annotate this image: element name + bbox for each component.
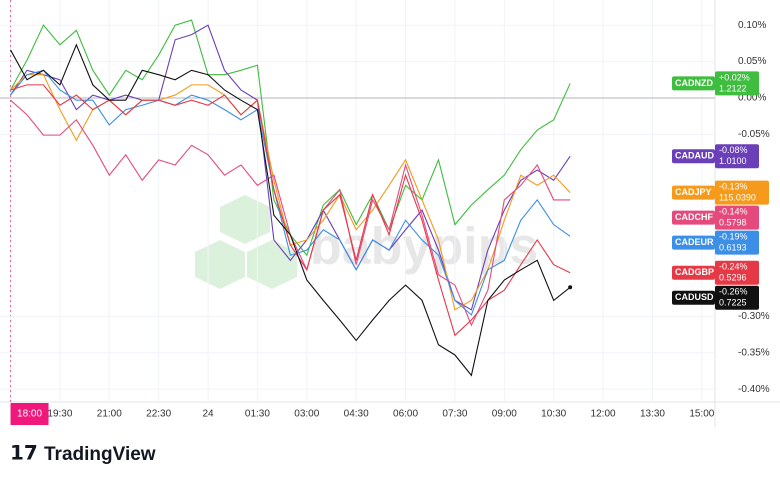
- tag-value-box: [715, 180, 769, 205]
- x-tick-label: 15:00: [689, 409, 714, 420]
- tag-value-label: -0.13%: [719, 182, 748, 192]
- x-tick-label: 22:30: [146, 409, 171, 420]
- x-tick-label: 12:00: [591, 409, 616, 420]
- tag-value-box: [715, 71, 759, 96]
- x-tick-label: 10:30: [541, 409, 566, 420]
- tag-name: CADUSD: [675, 292, 714, 302]
- tag-name-box: [672, 265, 715, 280]
- tag-price: 0.5798: [719, 218, 747, 228]
- tag-price: 0.5296: [719, 273, 747, 283]
- series-line: [10, 69, 571, 316]
- tag-name: CADJPY: [675, 187, 712, 197]
- tag-value-box: [715, 205, 759, 230]
- tag-name-box: [672, 290, 715, 305]
- tag-name-box: [672, 210, 715, 225]
- tag-name-box: [672, 185, 715, 200]
- series-line: [10, 84, 571, 337]
- x-tick-label: 13:30: [640, 409, 665, 420]
- series-line: [10, 43, 571, 377]
- tag-price: 0.7225: [719, 298, 747, 308]
- tag-value-box: [715, 144, 759, 169]
- tag-name: CADAUD: [675, 151, 714, 161]
- tag-value-label: -0.08%: [719, 145, 748, 155]
- y-tick-label: -0.40%: [738, 384, 770, 395]
- y-tick-label: -0.30%: [738, 311, 770, 322]
- tag-price: 1.0100: [719, 156, 747, 166]
- x-tick-label: 09:00: [492, 409, 517, 420]
- tag-value-box: [715, 285, 759, 310]
- tag-value-label: -0.14%: [719, 207, 748, 217]
- y-tick-label: -0.35%: [738, 347, 770, 358]
- x-tick-label: 24: [202, 409, 214, 420]
- y-tick-label: 0.05%: [738, 56, 766, 67]
- x-tick-label: 04:30: [344, 409, 369, 420]
- tag-value-box: [715, 260, 759, 285]
- tag-value-label: +0.02%: [719, 72, 750, 82]
- x-tick-label: 18:00: [17, 409, 42, 420]
- tag-name: CADEUR: [675, 237, 714, 247]
- y-tick-label: 0.00%: [738, 93, 766, 104]
- logo-mark: 𝟭𝟳: [10, 442, 38, 464]
- x-tick-highlight: [10, 403, 49, 425]
- tag-name-box: [672, 235, 715, 250]
- x-tick-label: 03:00: [294, 409, 319, 420]
- tag-name-box: [672, 76, 715, 91]
- last-point: [568, 285, 573, 290]
- x-tick-label: 06:00: [393, 409, 418, 420]
- footer: TradingView: [44, 444, 156, 465]
- tag-name: CADCHF: [675, 212, 713, 222]
- y-tick-label: 0.10%: [738, 20, 766, 31]
- tag-value-box: [715, 230, 759, 255]
- x-tick-label: 21:00: [97, 409, 122, 420]
- tag-price: 1.2122: [719, 83, 747, 93]
- tag-value-label: -0.19%: [719, 232, 748, 242]
- tag-name: CADNZD: [675, 78, 713, 88]
- x-tick-label: 19:30: [47, 409, 72, 420]
- x-tick-label: 07:30: [442, 409, 467, 420]
- tag-name-box: [672, 149, 715, 164]
- tag-name: CADGBP: [675, 267, 714, 277]
- tag-value-label: -0.24%: [719, 262, 748, 272]
- x-tick-label: 01:30: [245, 409, 270, 420]
- tag-value-label: -0.26%: [719, 287, 748, 297]
- y-tick-label: -0.05%: [738, 129, 770, 140]
- tag-price: 0.6193: [719, 243, 747, 253]
- tag-price: 115.0390: [719, 193, 756, 203]
